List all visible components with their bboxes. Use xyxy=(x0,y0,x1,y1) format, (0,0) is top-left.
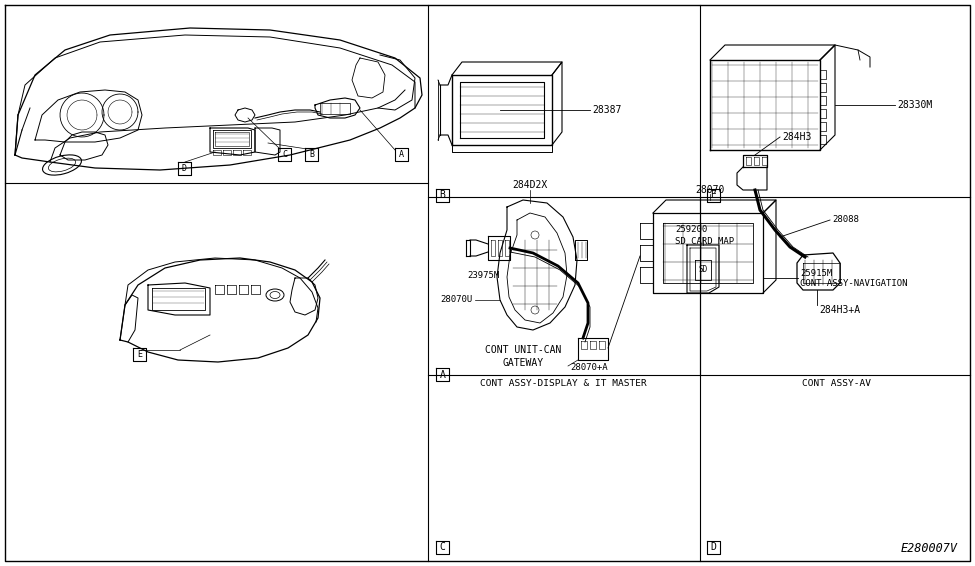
Text: 28070: 28070 xyxy=(695,185,724,195)
Text: E280007V: E280007V xyxy=(901,542,958,555)
Text: 284H3: 284H3 xyxy=(782,132,811,142)
Text: 284D2X: 284D2X xyxy=(513,180,548,190)
Text: CONT UNIT-CAN: CONT UNIT-CAN xyxy=(485,345,562,355)
Text: A: A xyxy=(399,150,404,159)
Text: E: E xyxy=(137,350,142,359)
Text: CONT ASSY-DISPLAY & IT MASTER: CONT ASSY-DISPLAY & IT MASTER xyxy=(480,379,646,388)
Text: B: B xyxy=(440,191,446,200)
Text: 28088: 28088 xyxy=(832,216,859,225)
Text: 28330M: 28330M xyxy=(897,100,932,110)
Text: CONT ASSY-NAVIGATION: CONT ASSY-NAVIGATION xyxy=(800,280,908,289)
Text: D: D xyxy=(711,542,717,552)
Text: CONT ASSY-AV: CONT ASSY-AV xyxy=(801,379,871,388)
Text: C: C xyxy=(440,542,446,552)
Text: SD: SD xyxy=(698,265,708,275)
Text: B: B xyxy=(309,150,314,159)
Text: E: E xyxy=(711,191,717,200)
Text: 28070+A: 28070+A xyxy=(570,363,607,372)
Text: 259200: 259200 xyxy=(675,225,707,234)
Text: 28387: 28387 xyxy=(592,105,621,115)
Text: 23975M: 23975M xyxy=(467,272,499,281)
Text: 28070U: 28070U xyxy=(441,295,473,305)
Text: GATEWAY: GATEWAY xyxy=(502,358,544,368)
Text: D: D xyxy=(182,164,187,173)
Text: SD CARD MAP: SD CARD MAP xyxy=(675,238,734,247)
Text: C: C xyxy=(282,150,287,159)
Text: 284H3+A: 284H3+A xyxy=(819,305,860,315)
Text: 25915M: 25915M xyxy=(800,268,833,277)
Text: A: A xyxy=(440,370,446,379)
